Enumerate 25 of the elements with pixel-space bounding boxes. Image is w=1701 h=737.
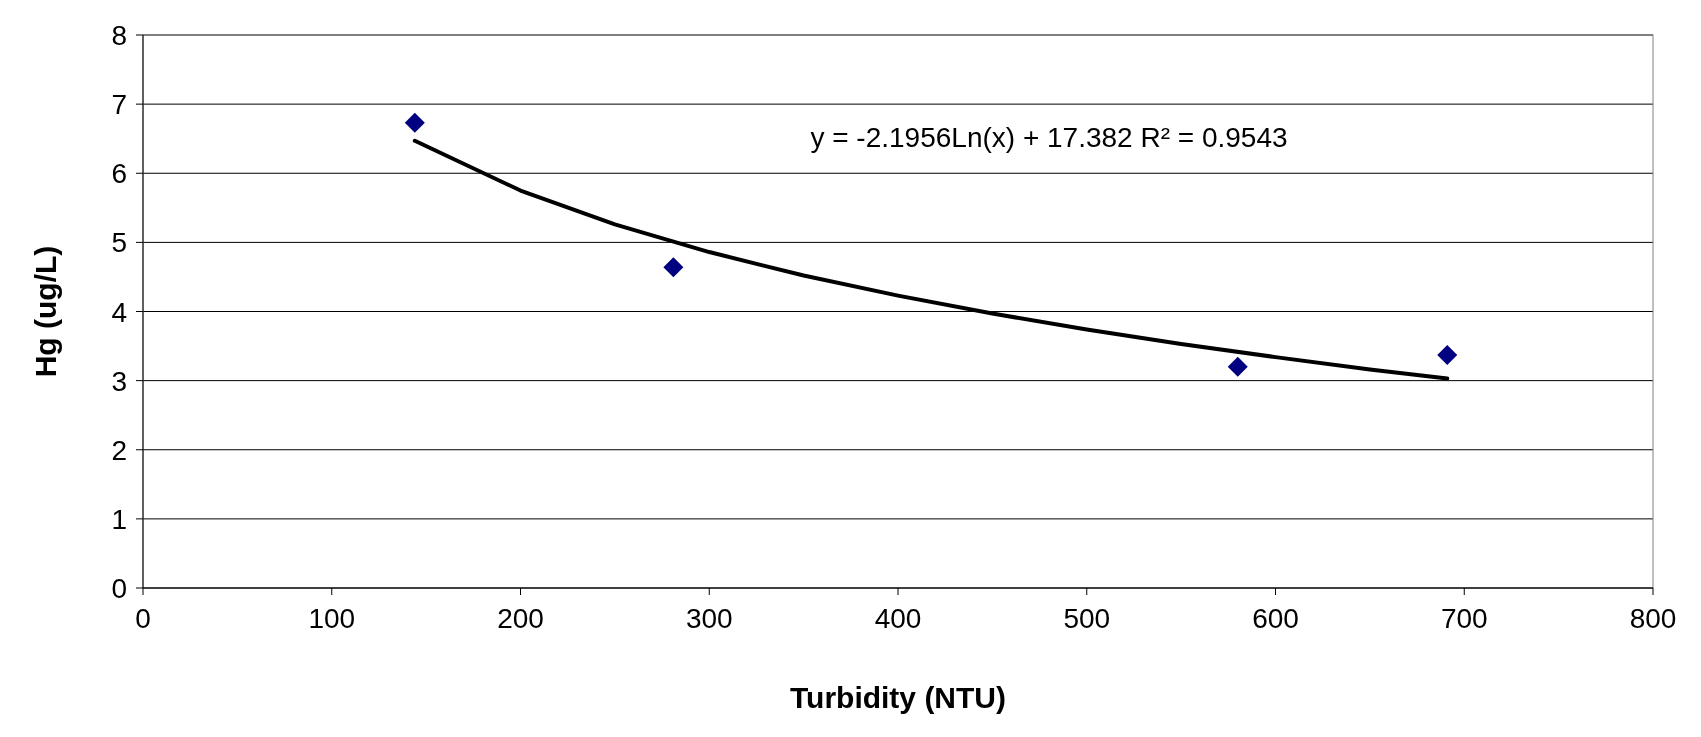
x-tick-label: 300 xyxy=(685,603,733,634)
y-tick-label: 7 xyxy=(111,89,127,121)
x-tick-label: 200 xyxy=(497,603,544,634)
y-tick-label: 3 xyxy=(111,365,127,397)
y-tick-label: 0 xyxy=(111,573,127,604)
y-tick-label: 4 xyxy=(111,296,127,328)
x-tick-label: 0 xyxy=(135,603,151,634)
y-tick-label: 2 xyxy=(111,434,127,466)
x-tick-label: 700 xyxy=(1440,603,1488,634)
point xyxy=(663,257,684,278)
y-axis-title: Hg (ug/L) xyxy=(29,245,62,378)
annotation: y = -2.1956Ln(x) + 17.382 R² = 0.9543 xyxy=(810,122,1288,153)
y-tick-label: 8 xyxy=(111,20,127,51)
y-tick-label: 1 xyxy=(111,503,127,535)
point xyxy=(1227,356,1248,377)
point xyxy=(404,112,425,133)
x-tick-label: 500 xyxy=(1063,603,1111,634)
y-tick-label: 5 xyxy=(111,227,127,259)
x-tick-label: 600 xyxy=(1252,603,1299,634)
x-tick-label: 800 xyxy=(1629,603,1677,634)
x-tick-label: 100 xyxy=(308,603,356,634)
point xyxy=(1437,345,1458,366)
x-axis-title: Turbidity (NTU) xyxy=(789,681,1007,714)
x-tick-label: 400 xyxy=(874,603,922,634)
y-tick-label: 6 xyxy=(111,158,127,190)
